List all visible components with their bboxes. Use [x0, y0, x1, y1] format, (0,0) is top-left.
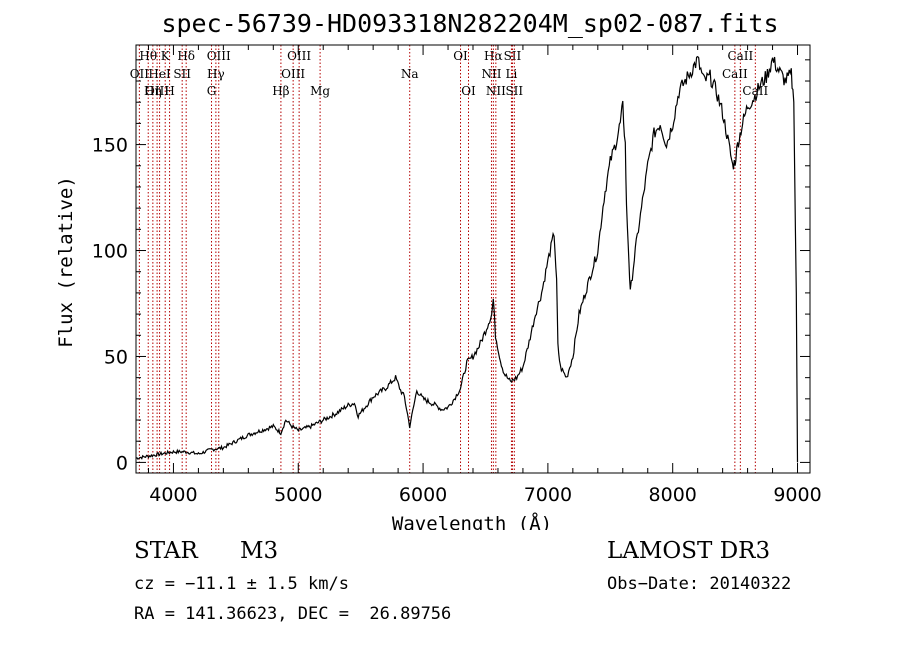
x-tick-label-0: 4000 — [149, 484, 197, 506]
line-label-12: Hβ — [272, 84, 289, 98]
y-tick-label-3: 150 — [92, 135, 128, 157]
line-label-10: Hγ — [207, 67, 225, 81]
line-label-8: SII — [173, 67, 191, 81]
spectrum-chart: spec-56739-HD093318N282204M_sp02-087.fit… — [55, 9, 822, 530]
x-tick-label-2: 6000 — [399, 484, 447, 506]
line-label-16: Na — [401, 67, 419, 81]
line-label-2: OIII — [145, 84, 169, 98]
x-tick-label-1: 5000 — [274, 484, 322, 506]
x-tick-label-4: 8000 — [649, 484, 697, 506]
line-label-21: NII — [486, 84, 506, 98]
line-label-4: HeI — [148, 67, 171, 81]
line-label-22: SII — [504, 49, 522, 63]
line-label-5: Hη — [144, 84, 162, 98]
line-label-9: OIII — [207, 49, 231, 63]
line-label-24: SII — [505, 84, 523, 98]
plot-frame — [135, 44, 811, 474]
chart-title: spec-56739-HD093318N282204M_sp02-087.fit… — [161, 9, 778, 38]
line-label-0: Hθ — [139, 49, 157, 63]
line-label-27: CaII — [742, 84, 768, 98]
line-label-20: NII — [481, 67, 501, 81]
data-layer — [135, 55, 799, 463]
x-tick-label-5: 9000 — [773, 484, 821, 506]
line-label-17: OI — [453, 49, 468, 63]
object-subclass: M3 — [240, 538, 279, 564]
line-label-25: CaII — [727, 49, 753, 63]
line-label-11: G — [207, 84, 217, 98]
line-label-19: Hα — [484, 49, 503, 63]
line-label-13: OIII — [287, 49, 311, 63]
x-axis-label: Wavelength (Å) — [392, 512, 552, 530]
line-label-23: Li — [506, 67, 518, 81]
line-label-18: OI — [461, 84, 476, 98]
emission-line-markers: Hθ OII OIII K HeI Hη H Hδ SII OIII Hγ G Hβ OIII OIII Mg… — [130, 45, 768, 473]
spectrum-series-line — [135, 55, 799, 463]
line-label-14: OIII — [281, 67, 305, 81]
line-label-26: CaII — [722, 67, 748, 81]
coordinates: RA = 141.36623, DEC = 26.89756 — [134, 604, 452, 624]
survey-name: LAMOST DR3 — [607, 538, 771, 564]
object-class: STAR — [134, 538, 198, 564]
line-label-7: Hδ — [177, 49, 195, 63]
line-label-1: OII — [130, 67, 150, 81]
line-label-15: Mg — [310, 84, 330, 98]
y-tick-label-1: 50 — [104, 346, 128, 368]
line-label-6: H — [164, 84, 174, 98]
y-tick-label-0: 0 — [116, 452, 128, 474]
x-tick-label-3: 7000 — [524, 484, 572, 506]
y-tick-label-2: 100 — [92, 241, 128, 263]
line-label-3: K — [161, 49, 171, 63]
observation-date: Obs−Date: 20140322 — [607, 574, 792, 594]
y-axis-label: Flux (relative) — [55, 176, 77, 348]
redshift-velocity: cz = −11.1 ± 1.5 km/s — [134, 574, 349, 594]
axis-ticks: 4000 5000 6000 7000 8000 9000 0 50 100 150 — [92, 45, 822, 506]
